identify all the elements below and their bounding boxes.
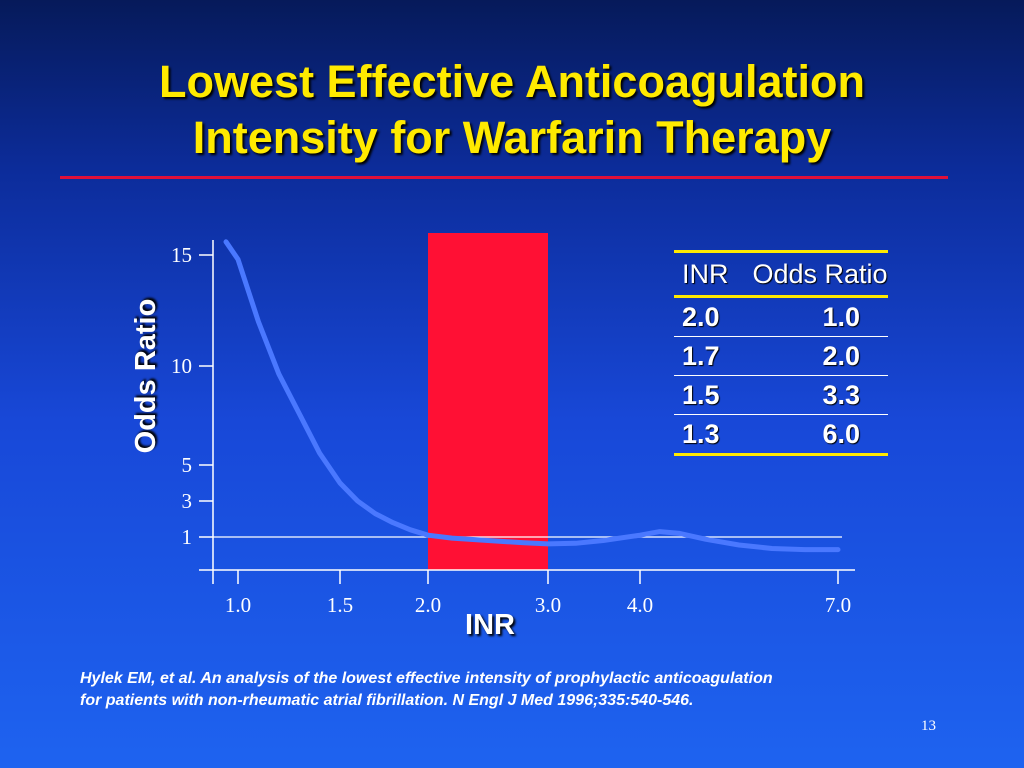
x-axis-label: INR [465, 609, 515, 641]
title-line-1: Lowest Effective Anticoagulation [159, 56, 865, 107]
table-cell-inr: 2.0 [682, 301, 720, 332]
y-tick-label: 3 [182, 489, 193, 513]
table-header-odds-ratio: Odds Ratio [752, 258, 888, 289]
table-row: 1.7 2.0 [674, 337, 888, 376]
y-tick-label: 10 [171, 354, 192, 378]
therapeutic-range-band [428, 233, 548, 570]
table-cell-inr: 1.3 [682, 418, 720, 449]
table-header-row: INR Odds Ratio [674, 251, 888, 297]
citation-line-2: for patients with non-rheumatic atrial f… [80, 692, 694, 709]
x-tick-label: 2.0 [415, 593, 441, 617]
table-cell-inr: 1.7 [682, 340, 720, 371]
citation: Hylek EM, et al. An analysis of the lowe… [80, 668, 960, 712]
title-divider [60, 176, 948, 179]
y-tick-label: 5 [182, 453, 193, 477]
y-axis-label: Odds Ratio [130, 298, 162, 454]
odds-ratio-table: INR Odds Ratio 2.0 1.0 1.7 2.0 1.5 3.3 1… [674, 250, 888, 456]
table-cell-odds-ratio: 2.0 [822, 340, 860, 371]
x-tick-label: 4.0 [627, 593, 653, 617]
x-tick-label: 7.0 [825, 593, 851, 617]
table-cell-odds-ratio: 6.0 [822, 418, 860, 449]
page-number: 13 [921, 718, 936, 734]
x-tick-label: 1.0 [225, 593, 251, 617]
x-tick-label: 1.5 [327, 593, 353, 617]
table-row: 2.0 1.0 [674, 297, 888, 337]
table-row: 1.3 6.0 [674, 415, 888, 455]
x-tick-label: 3.0 [535, 593, 561, 617]
y-tick-label: 15 [171, 243, 192, 267]
table-cell-odds-ratio: 1.0 [822, 301, 860, 332]
y-tick-label: 1 [182, 525, 193, 549]
table-row: 1.5 3.3 [674, 376, 888, 415]
title-line-2: Intensity for Warfarin Therapy [192, 112, 832, 163]
slide-title: Lowest Effective Anticoagulation Intensi… [0, 54, 1024, 166]
citation-line-1: Hylek EM, et al. An analysis of the lowe… [80, 670, 773, 687]
table-cell-odds-ratio: 3.3 [822, 379, 860, 410]
odds-ratio-curve [223, 239, 841, 553]
table-cell-inr: 1.5 [682, 379, 720, 410]
table-header-inr: INR [682, 258, 729, 289]
